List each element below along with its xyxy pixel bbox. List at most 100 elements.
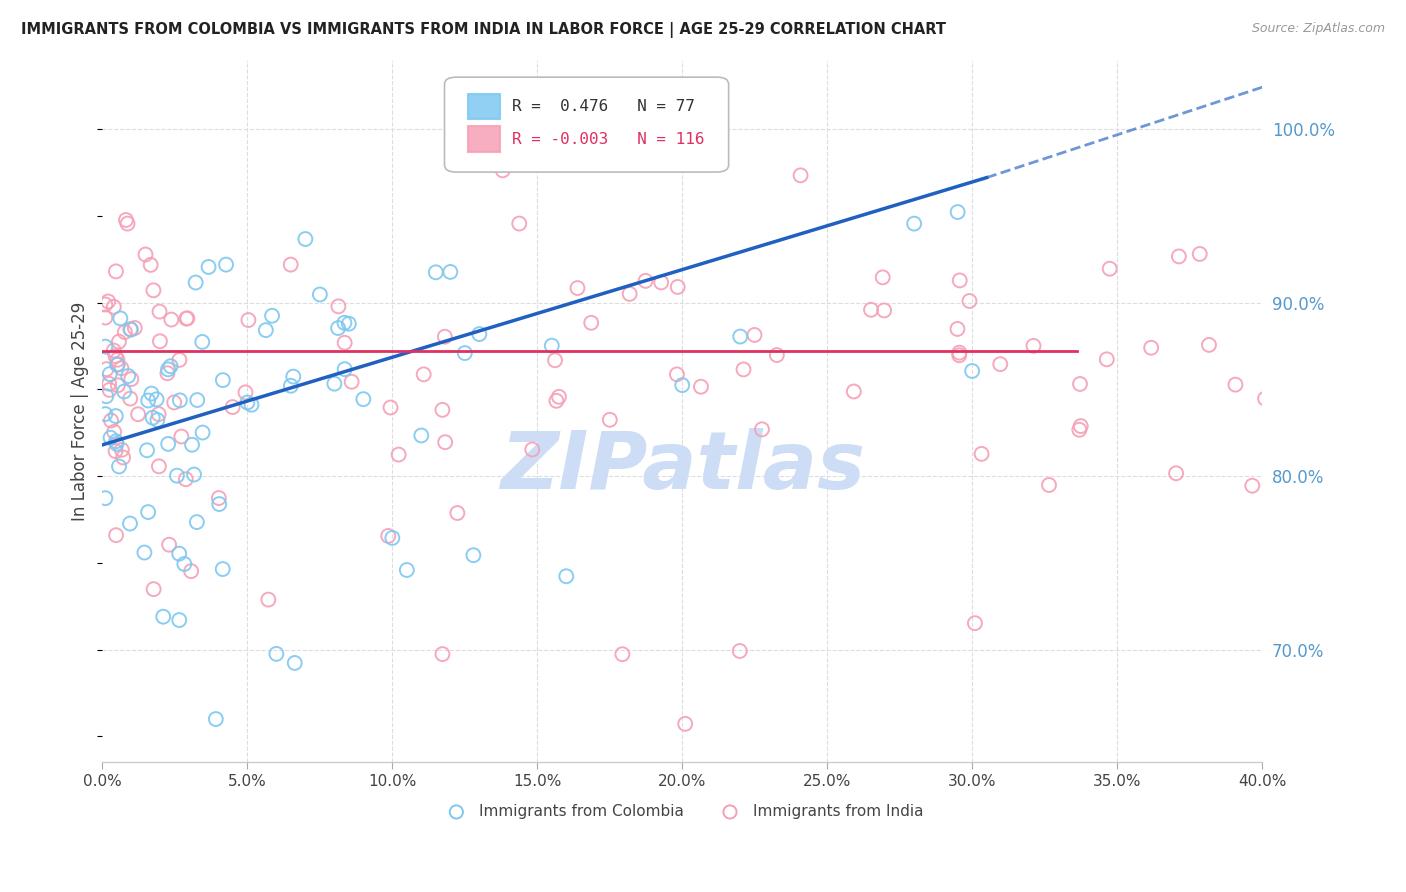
Text: IMMIGRANTS FROM COLOMBIA VS IMMIGRANTS FROM INDIA IN LABOR FORCE | AGE 25-29 COR: IMMIGRANTS FROM COLOMBIA VS IMMIGRANTS F… [21,22,946,38]
Point [183,467,205,482]
Point [120,392,142,406]
Point [191,334,214,349]
Point [388,448,411,462]
Point [107,378,129,392]
Point [963,616,986,631]
Point [215,258,238,272]
Point [145,392,167,407]
Point [110,311,132,326]
Point [149,334,172,349]
Point [425,265,447,279]
Point [136,443,159,458]
Text: Source: ZipAtlas.com: Source: ZipAtlas.com [1251,22,1385,36]
Point [105,434,128,449]
Point [948,348,970,362]
Point [167,613,190,627]
Point [257,592,280,607]
Point [352,392,374,406]
Point [159,359,181,374]
Point [728,329,751,343]
Point [181,438,204,452]
Point [567,281,589,295]
Point [1188,247,1211,261]
Point [555,569,578,583]
Point [579,316,602,330]
Point [1140,341,1163,355]
Point [294,232,316,246]
Point [120,323,142,337]
Point [176,311,198,326]
Point [98,376,121,391]
Point [673,716,696,731]
Point [872,270,894,285]
Point [446,506,468,520]
Point [1022,339,1045,353]
Point [1069,423,1091,437]
Point [148,304,170,318]
Point [666,280,689,294]
Point [946,322,969,336]
Point [266,647,288,661]
Point [1098,261,1121,276]
Point [377,529,399,543]
Point [988,357,1011,371]
Point [103,343,125,358]
Point [619,286,641,301]
Point [184,276,207,290]
Point [262,309,284,323]
Point [860,302,883,317]
Point [94,340,117,354]
Point [134,247,156,261]
Point [1164,467,1187,481]
Point [454,346,477,360]
Point [433,329,456,343]
Point [120,322,142,336]
Point [103,425,125,439]
Point [111,442,134,457]
Point [1095,352,1118,367]
Point [634,274,657,288]
Point [733,362,755,376]
Point [107,357,129,371]
Point [208,491,231,505]
Point [789,169,811,183]
Point [176,311,198,326]
Point [333,335,356,350]
Point [180,564,202,578]
Point [254,323,277,337]
Point [463,548,485,562]
Point [959,293,981,308]
Point [173,557,195,571]
Point [432,647,454,661]
Point [946,205,969,219]
Point [903,217,925,231]
Point [280,378,302,392]
Y-axis label: In Labor Force | Age 25-29: In Labor Force | Age 25-29 [72,301,89,521]
Point [380,401,402,415]
Point [221,400,243,414]
Point [152,609,174,624]
Point [112,384,135,399]
Point [148,459,170,474]
Point [166,468,188,483]
Point [134,545,156,559]
Point [105,352,128,367]
Point [186,515,208,529]
Point [728,644,751,658]
Point [1241,479,1264,493]
Point [432,402,454,417]
Point [117,369,139,384]
Point [650,276,672,290]
Point [160,312,183,326]
Point [1070,419,1092,434]
Point [546,393,568,408]
Point [612,647,634,661]
Point [136,393,159,408]
Point [665,368,688,382]
Text: ZIPatlas: ZIPatlas [499,428,865,507]
Point [104,444,127,458]
Point [115,213,138,227]
Point [186,392,208,407]
Point [333,316,356,330]
Point [948,345,970,359]
